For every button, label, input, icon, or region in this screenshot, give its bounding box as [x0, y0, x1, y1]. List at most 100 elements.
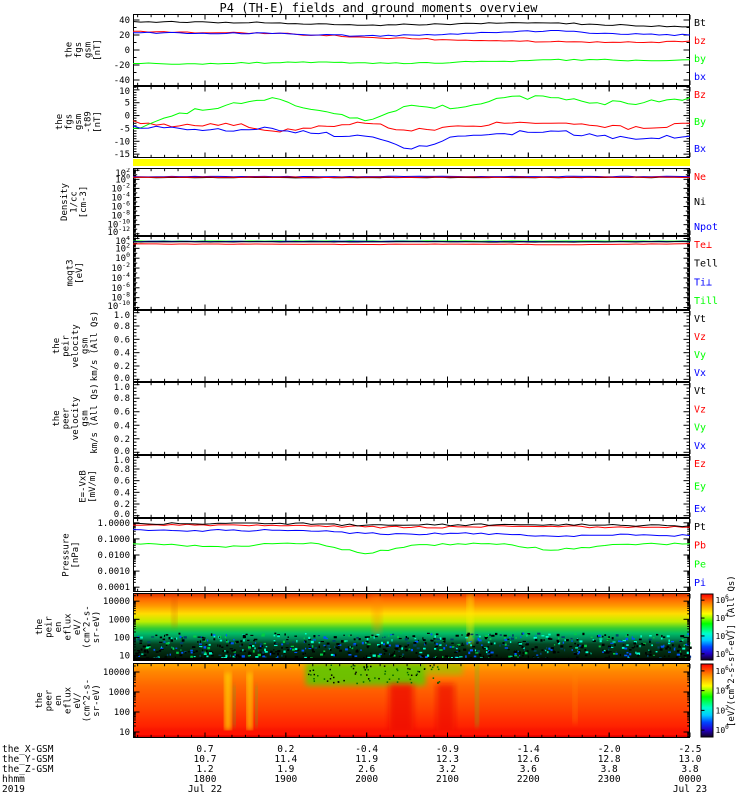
- svg-text:[km/s (All Qs)]: [km/s (All Qs)]: [90, 382, 100, 455]
- axis-row-value: 2300: [597, 774, 621, 785]
- svg-text:velocity: velocity: [71, 324, 81, 368]
- svg-text:velocity: velocity: [71, 396, 81, 440]
- svg-text:10-10: 10-10: [107, 218, 130, 231]
- svg-text:Vt: Vt: [694, 386, 706, 397]
- series-line-Pt: [132, 522, 691, 528]
- svg-text:102: 102: [115, 241, 130, 254]
- legend-peer-velocity: Vt Vz Vy Vx: [694, 386, 706, 452]
- svg-text:0.0: 0.0: [114, 447, 130, 455]
- spectrogram-peer-eflux: [133, 663, 690, 738]
- series-line-Pe: [132, 542, 691, 555]
- axes-peir-velocity: [133, 310, 691, 382]
- svg-text:0.0001: 0.0001: [97, 583, 130, 592]
- axis-row-value: 2000: [355, 774, 379, 785]
- legend-e-vxb: Ez Ey Ex: [694, 459, 706, 515]
- axis-row-name-hhmm: hhmm: [2, 774, 25, 785]
- svg-text:Te⊥: Te⊥: [694, 240, 712, 251]
- svg-text:0.2: 0.2: [114, 500, 130, 510]
- svg-text:Ni: Ni: [694, 197, 706, 208]
- svg-text:10: 10: [119, 652, 130, 661]
- axis-row-value: 1.2: [196, 764, 214, 775]
- axes-fgs-gsm-t89: [133, 86, 691, 158]
- svg-text:Bz: Bz: [694, 90, 706, 101]
- svg-text:104: 104: [716, 612, 730, 623]
- axis-label-peir-velocity: the peir velocity gsm [km/s (All Qs)]: [52, 310, 100, 382]
- series-line-Bx: [132, 125, 691, 150]
- svg-text:0.8: 0.8: [114, 394, 130, 404]
- svg-text:0.0100: 0.0100: [97, 551, 130, 561]
- legend-fgs-gsm-t89: Bz By Bx: [694, 90, 706, 155]
- series-fgs-gsm: [132, 20, 691, 65]
- svg-text:peir: peir: [62, 335, 72, 357]
- svg-text:0: 0: [125, 112, 130, 122]
- svg-text:[nT]: [nT]: [93, 39, 103, 61]
- svg-text:eV/: eV/: [73, 619, 83, 635]
- series-line-Ne: [132, 176, 691, 179]
- svg-text:0.1000: 0.1000: [97, 535, 130, 545]
- ytick-labels-peir-eflux: 10000 1000 100 10: [103, 597, 130, 661]
- axis-row-value: 13.0: [678, 754, 702, 765]
- legend-fgs-gsm: Bt bz by bx: [694, 18, 706, 83]
- series-density: [132, 175, 691, 179]
- svg-text:102: 102: [716, 630, 730, 641]
- svg-text:E=-VxB: E=-VxB: [79, 470, 89, 503]
- series-line-bz: [133, 30, 691, 44]
- axis-row-value: 12.8: [597, 754, 621, 765]
- series-line-Npot: [132, 175, 691, 178]
- axes-pressure: [133, 518, 691, 592]
- svg-text:Vy: Vy: [694, 423, 706, 434]
- svg-text:Bx: Bx: [694, 144, 706, 155]
- axis-row-value: 2100: [436, 774, 459, 785]
- axis-row-value: -0.9: [436, 744, 459, 755]
- svg-text:10-2: 10-2: [111, 261, 130, 274]
- series-line-Pb: [132, 523, 691, 529]
- axis-row-value: 2.6: [358, 764, 376, 775]
- svg-text:1.0: 1.0: [114, 383, 130, 393]
- series-line-by: [133, 58, 691, 65]
- axis-row-value: 3.8: [600, 764, 618, 775]
- axis-row-name-the_Z-GSM: the_Z-GSM: [2, 764, 54, 775]
- page-title: P4 (TH-E) fields and ground moments over…: [219, 1, 538, 15]
- svg-text:[cm-3]: [cm-3]: [79, 186, 89, 219]
- svg-text:10-10: 10-10: [107, 299, 130, 310]
- axis-label-pressure: Pressure [nPa]: [62, 533, 82, 576]
- svg-text:0.2: 0.2: [114, 435, 130, 445]
- svg-text:106: 106: [716, 665, 730, 676]
- svg-text:102: 102: [115, 168, 130, 179]
- svg-text:peir: peir: [45, 616, 55, 638]
- svg-text:(cm^2-s-: (cm^2-s-: [83, 679, 93, 722]
- svg-text:the: the: [35, 619, 45, 635]
- svg-text:Ex: Ex: [694, 504, 706, 515]
- series-moqt3: [132, 240, 691, 246]
- series-line-Bz: [132, 120, 690, 133]
- svg-text:By: By: [694, 117, 706, 128]
- panel-peer-eflux: 10000 1000 100 10 the peer en eflux eV/(cm^2-s-s…: [35, 663, 730, 738]
- svg-text:Ez: Ez: [694, 459, 706, 470]
- series-line-Bt: [132, 20, 691, 28]
- panel-fgs-gsm: 40 20 0 -20 -40 the fgs gsm [nT] Bt bz by bx: [65, 14, 706, 86]
- svg-text:Ne: Ne: [694, 172, 706, 183]
- ytick-labels-peer-velocity: 1.00.8 0.6 0.4 0.2 0.0: [114, 383, 130, 455]
- ytick-labels-e-vxb: 1.00.8 0.60.4 0.20.0: [114, 456, 130, 518]
- svg-text:0.6: 0.6: [114, 335, 130, 345]
- axis-row-value: 11.9: [355, 754, 379, 765]
- svg-text:106: 106: [716, 594, 730, 605]
- svg-text:10-4: 10-4: [111, 271, 130, 284]
- ytick-labels-peer-eflux: 10000 1000 100 10: [103, 668, 130, 738]
- svg-text:fgs: fgs: [74, 42, 84, 58]
- svg-text:Vx: Vx: [694, 368, 706, 379]
- svg-text:0.6: 0.6: [114, 408, 130, 418]
- axis-row-value: 0.7: [196, 744, 214, 755]
- legend-density: Ne Ni Npot: [694, 172, 718, 233]
- ytick-labels-pressure: 1.0000 0.1000 0.0100 0.0010 0.0001: [97, 519, 130, 592]
- svg-text:0.2: 0.2: [114, 362, 130, 372]
- axis-row-name-the_X-GSM: the_X-GSM: [2, 744, 54, 755]
- axis-row-value: -1.4: [516, 744, 540, 755]
- ytick-labels-fgs-gsm: 40 20 0 -20 -40: [114, 16, 130, 86]
- svg-text:10-2: 10-2: [111, 181, 130, 194]
- axis-row-value: 3.8: [681, 764, 699, 775]
- axis-row-value: 12.3: [436, 754, 459, 765]
